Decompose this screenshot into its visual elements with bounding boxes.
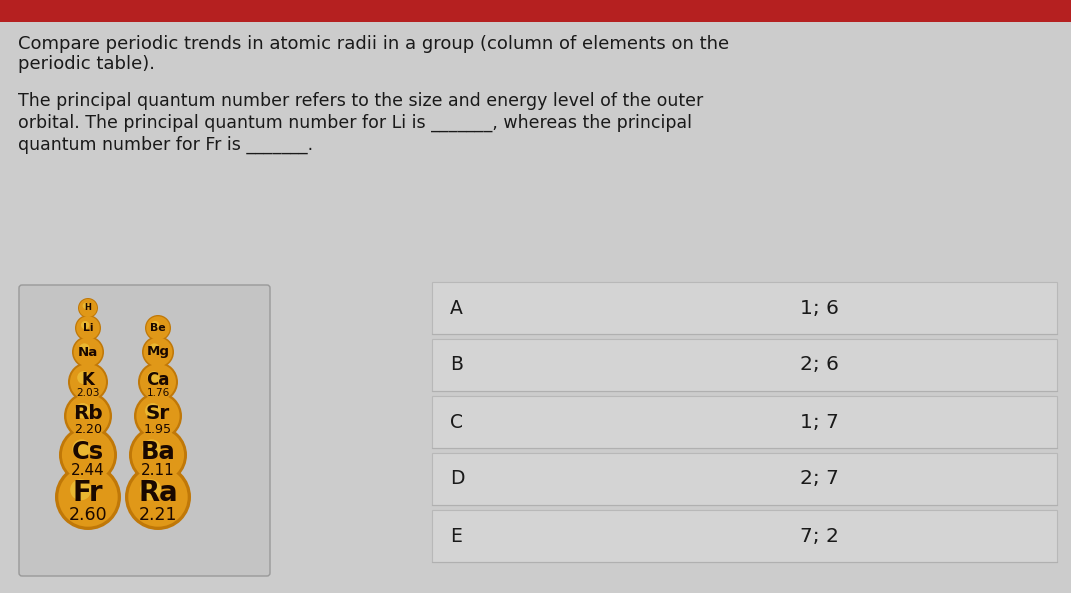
Text: Ca: Ca <box>147 371 169 388</box>
FancyBboxPatch shape <box>0 0 1071 22</box>
Circle shape <box>76 316 100 340</box>
Circle shape <box>82 302 89 309</box>
Circle shape <box>59 426 117 484</box>
Text: D: D <box>450 470 465 489</box>
FancyBboxPatch shape <box>432 453 1057 505</box>
Circle shape <box>149 343 160 353</box>
Text: 2.60: 2.60 <box>69 506 107 524</box>
Text: 1.95: 1.95 <box>144 423 172 436</box>
Text: Na: Na <box>78 346 99 359</box>
Circle shape <box>71 479 91 500</box>
Circle shape <box>75 315 101 341</box>
Text: Mg: Mg <box>147 346 169 359</box>
Circle shape <box>74 337 103 366</box>
Text: orbital. The principal quantum number for Li is _______, whereas the principal: orbital. The principal quantum number fo… <box>18 114 692 132</box>
Circle shape <box>75 403 90 419</box>
FancyBboxPatch shape <box>19 285 270 576</box>
Circle shape <box>55 464 121 530</box>
Circle shape <box>78 298 99 318</box>
Circle shape <box>66 394 109 438</box>
Text: 1; 6: 1; 6 <box>800 298 839 317</box>
Text: 2; 6: 2; 6 <box>800 355 839 375</box>
Text: quantum number for Fr is _______.: quantum number for Fr is _______. <box>18 136 313 154</box>
Text: Ra: Ra <box>138 479 178 507</box>
Circle shape <box>142 336 174 368</box>
Text: Compare periodic trends in atomic radii in a group (column of elements on the: Compare periodic trends in atomic radii … <box>18 35 729 53</box>
Circle shape <box>145 403 161 419</box>
Text: Be: Be <box>150 323 166 333</box>
FancyBboxPatch shape <box>0 22 1071 593</box>
Circle shape <box>134 392 182 440</box>
Text: K: K <box>81 371 94 388</box>
Text: H: H <box>85 304 91 313</box>
Text: 2.20: 2.20 <box>74 423 102 436</box>
Circle shape <box>151 321 160 329</box>
Text: Sr: Sr <box>146 404 170 423</box>
Text: E: E <box>450 527 462 546</box>
Circle shape <box>77 371 90 384</box>
Text: 2; 7: 2; 7 <box>800 470 839 489</box>
Circle shape <box>129 426 187 484</box>
Circle shape <box>140 479 162 500</box>
Circle shape <box>136 394 180 438</box>
Circle shape <box>145 315 171 341</box>
Text: periodic table).: periodic table). <box>18 55 155 73</box>
Text: A: A <box>450 298 463 317</box>
Circle shape <box>72 336 104 368</box>
Text: 2.21: 2.21 <box>139 506 177 524</box>
Circle shape <box>138 362 178 402</box>
Circle shape <box>79 343 90 353</box>
FancyBboxPatch shape <box>432 396 1057 448</box>
FancyBboxPatch shape <box>432 510 1057 562</box>
Text: C: C <box>450 413 463 432</box>
Text: Rb: Rb <box>73 404 103 423</box>
Text: Li: Li <box>82 323 93 333</box>
Circle shape <box>147 316 169 340</box>
Circle shape <box>144 337 172 366</box>
Text: Cs: Cs <box>72 439 104 464</box>
Text: The principal quantum number refers to the size and energy level of the outer: The principal quantum number refers to t… <box>18 92 704 110</box>
Circle shape <box>64 392 112 440</box>
Circle shape <box>79 299 97 317</box>
Circle shape <box>132 429 184 481</box>
Circle shape <box>140 364 176 400</box>
Text: B: B <box>450 355 463 375</box>
Circle shape <box>58 467 118 527</box>
Circle shape <box>142 439 161 458</box>
Circle shape <box>125 464 191 530</box>
Text: 2.11: 2.11 <box>141 464 175 479</box>
Text: 1; 7: 1; 7 <box>800 413 839 432</box>
Circle shape <box>70 364 106 400</box>
Circle shape <box>73 439 91 458</box>
Text: 2.44: 2.44 <box>71 464 105 479</box>
Text: Ba: Ba <box>140 439 176 464</box>
Text: 1.76: 1.76 <box>147 388 169 398</box>
FancyBboxPatch shape <box>432 282 1057 334</box>
Circle shape <box>62 429 115 481</box>
Text: 7; 2: 7; 2 <box>800 527 839 546</box>
Circle shape <box>67 362 108 402</box>
Text: Fr: Fr <box>73 479 103 507</box>
FancyBboxPatch shape <box>432 339 1057 391</box>
Circle shape <box>129 467 187 527</box>
Circle shape <box>147 371 160 384</box>
Text: 2.03: 2.03 <box>76 388 100 398</box>
Circle shape <box>81 321 89 329</box>
